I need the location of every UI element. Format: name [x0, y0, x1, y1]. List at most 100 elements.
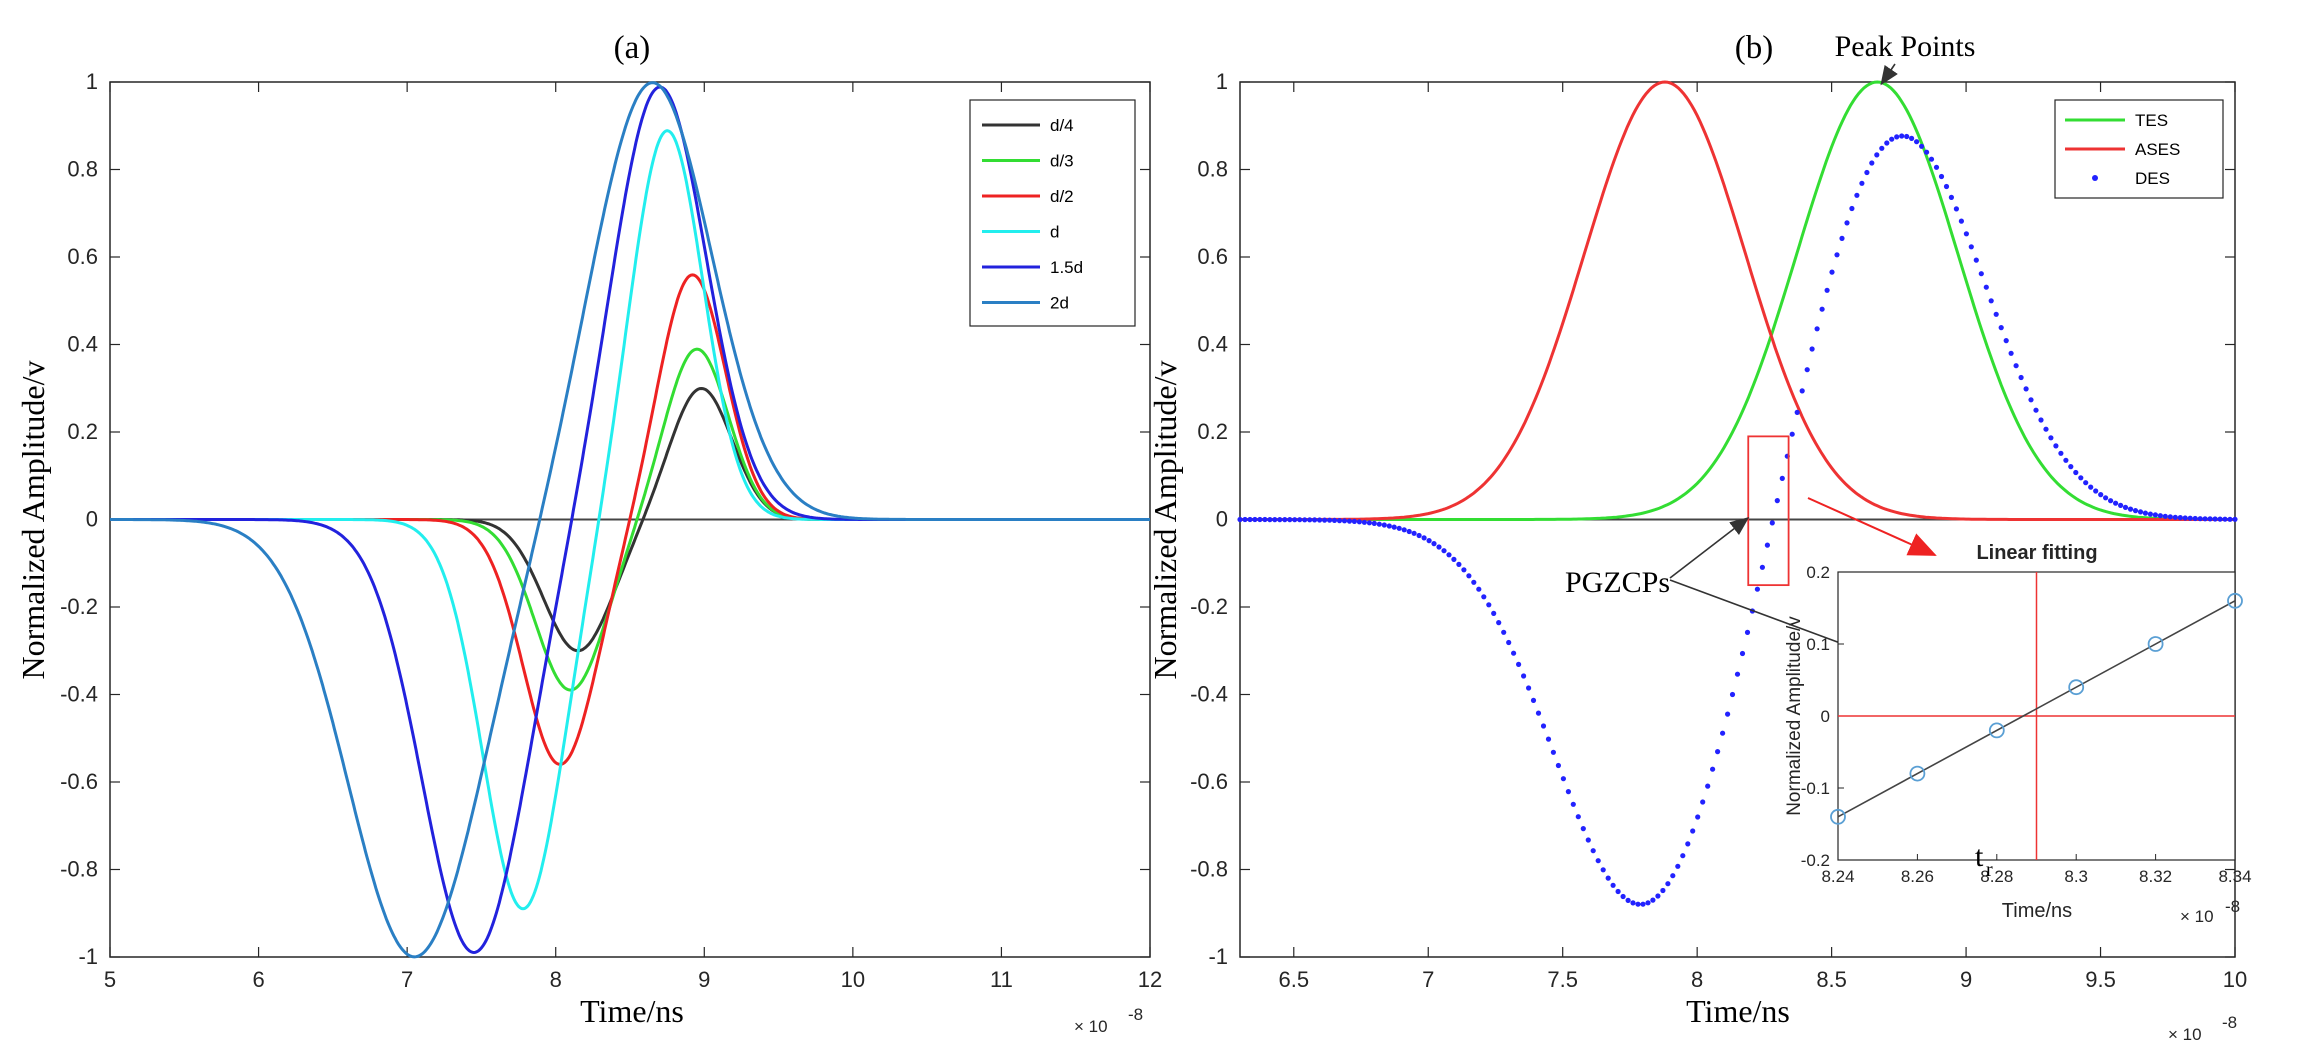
panel-b-legend-label: TES	[2135, 111, 2168, 130]
inset-ytick-label: 0.1	[1806, 635, 1830, 654]
panel-a-xtick-label: 8	[550, 967, 562, 992]
panel-b-des-point	[1645, 900, 1651, 906]
panel-b-des-point	[1640, 901, 1646, 907]
panel-b-des-point	[1933, 164, 1940, 170]
panel-b-xtick-label: 9	[1960, 967, 1972, 992]
panel-b-des-point	[2132, 508, 2139, 514]
panel-b-des-point	[1516, 661, 1522, 668]
panel-b-ytick-label: -1	[1208, 944, 1228, 969]
panel-b-des-point	[1486, 602, 1492, 608]
panel-b-des-point	[2013, 363, 2019, 369]
panel-b-des-point	[1376, 521, 1382, 527]
panel-b-des-point	[2043, 426, 2049, 432]
panel-b-des-point	[1317, 517, 1323, 523]
panel-b-des-point	[1575, 814, 1581, 820]
linear-fitting-arrow	[1807, 497, 1937, 556]
panel-b-des-point	[1560, 776, 1566, 782]
panel-b-des-point	[1759, 564, 1765, 570]
panel-b-des-point	[1461, 567, 1467, 573]
panel-b-des-point	[2093, 488, 2099, 494]
panel-b-des-point	[1983, 284, 1989, 290]
panel-b-des-point	[2137, 509, 2144, 515]
panel-a-x-exponent-base: × 10	[1074, 1017, 1108, 1036]
panel-b-des-point	[1968, 244, 1974, 250]
panel-a-legend-label: d/4	[1050, 116, 1074, 135]
panel-b-ytick-label: -0.8	[1190, 857, 1228, 882]
panel-b-des-point	[1879, 145, 1885, 151]
panel-b-des-point	[1322, 517, 1328, 523]
inset-xtick-label: 8.28	[1980, 867, 2013, 886]
panel-b-x-exponent: × 10 -8	[2168, 1013, 2237, 1044]
panel-b-des-point	[2063, 457, 2069, 463]
inset-x-exponent-base: × 10	[2180, 907, 2214, 926]
panel-b-des-point	[1297, 517, 1303, 523]
panel-b-des-point	[1904, 133, 1910, 140]
inset-ytick-label: -0.1	[1801, 779, 1830, 798]
panel-b-des-point	[1859, 180, 1865, 186]
panel-b-des-point	[1864, 169, 1870, 176]
panel-b-ytick-label: -0.4	[1190, 682, 1228, 707]
panel-a-legend-label: 2d	[1050, 294, 1069, 313]
panel-b-des-point	[1700, 799, 1706, 805]
panel-b-des-point	[1446, 552, 1452, 558]
panel-b-des-point	[2207, 516, 2213, 522]
panel-b-des-point	[1928, 156, 1935, 162]
panel-b-des-point	[1998, 325, 2004, 331]
panel-b-des-point	[1242, 516, 1248, 523]
panel-b-des-point	[2227, 516, 2233, 522]
panel-b-des-point	[1615, 888, 1621, 895]
panel-b-des-point	[1655, 893, 1661, 899]
panel-b-des-point	[1874, 152, 1880, 158]
panel-a-x-exponent: × 10 -8	[1074, 1005, 1143, 1036]
inset-tr-letter: t	[1975, 840, 1984, 873]
panel-b-des-point	[1247, 516, 1253, 523]
panel-b-des-point	[1312, 517, 1318, 523]
peak-points-label: Peak Points	[1835, 30, 1976, 63]
inset-tr-label: t r	[1975, 840, 1993, 881]
panel-b-des-point	[2023, 386, 2029, 392]
panel-b-des-point	[1769, 520, 1775, 526]
panel-b-des-point	[1431, 541, 1437, 547]
panel-b-xlabel: Time/ns	[1686, 993, 1790, 1029]
panel-b-des-point	[1426, 538, 1432, 544]
panel-b-des-point	[1421, 535, 1427, 541]
panel-b-des-point	[2187, 515, 2193, 521]
panel-b-des-point	[1545, 736, 1552, 742]
inset-ytick-label: 0.2	[1806, 563, 1830, 582]
panel-b-series-TES	[1240, 80, 2235, 521]
panel-b-series-ASES	[1240, 80, 2235, 521]
panel-a-ytick-label: -0.4	[60, 682, 98, 707]
panel-b-des-point	[1725, 711, 1731, 717]
panel-b-xtick-label: 7	[1422, 967, 1434, 992]
panel-b-des-point	[1476, 586, 1482, 592]
panel-b-des-point	[1924, 149, 1930, 155]
panel-b-des-point	[1336, 518, 1343, 524]
panel-b-des-point	[1396, 525, 1402, 531]
panel-b-des-point	[1535, 710, 1542, 716]
panel-b-des-point	[2028, 397, 2034, 403]
panel-b-des-point	[2147, 511, 2153, 517]
panel-b-des-point	[1496, 620, 1502, 626]
panel-b-des-point	[1938, 173, 1945, 180]
panel-b-des-point	[1834, 252, 1840, 258]
panel-b-des-point	[1844, 220, 1850, 226]
panel-b-des-point	[1774, 498, 1780, 504]
panel-b-des-point	[1381, 522, 1387, 528]
panel-b-des-point	[1804, 367, 1810, 373]
panel-b-des-point	[2217, 516, 2223, 522]
panel-b-des-point	[1481, 594, 1487, 600]
panel-b-xtick-label: 7.5	[1547, 967, 1578, 992]
panel-b-des-point	[1386, 523, 1392, 529]
panel-b-des-point	[2108, 498, 2114, 504]
panel-b-des-point	[1436, 544, 1442, 550]
panel-a-xtick-label: 7	[401, 967, 413, 992]
panel-b-des-point	[1650, 897, 1656, 903]
panel-b-des-point	[1909, 135, 1915, 141]
panel-b-ticks: 6.5 7 7.5 8 8.5 9 9.5 10-1-0.8-0.6-0.4-0.200.20…	[1190, 69, 2247, 992]
panel-b-des-point	[1789, 431, 1795, 437]
panel-b-des-point	[2038, 417, 2044, 423]
panel-b-ytick-label: -0.2	[1190, 594, 1228, 619]
panel-b-des-point	[2003, 338, 2009, 344]
panel-b-des-point	[1958, 218, 1964, 224]
panel-b-des-point	[1391, 524, 1397, 530]
